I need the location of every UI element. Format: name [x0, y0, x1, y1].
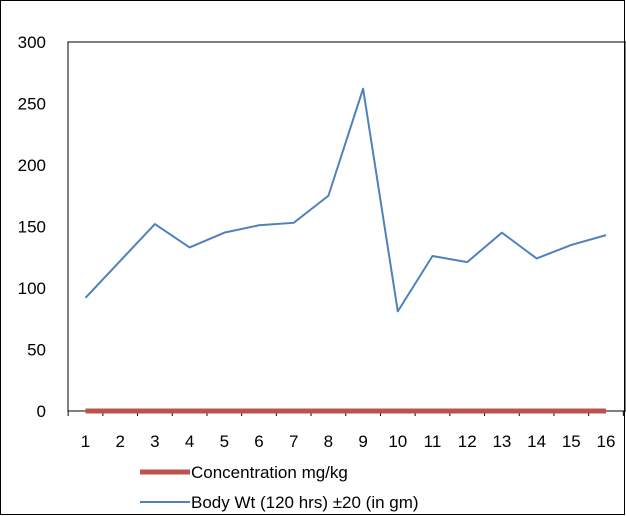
- x-tick-label: 9: [358, 432, 367, 451]
- x-tick-label: 4: [185, 432, 194, 451]
- x-tick-label: 14: [527, 432, 546, 451]
- x-tick-label: 15: [562, 432, 581, 451]
- x-tick-label: 7: [289, 432, 298, 451]
- legend: Concentration mg/kg Body Wt (120 hrs) ±20…: [140, 463, 419, 512]
- y-axis: 0 50 100 150 200 250 300: [18, 33, 46, 421]
- x-tick-label: 2: [115, 432, 124, 451]
- x-tick-label: 12: [458, 432, 477, 451]
- x-tick-label: 11: [424, 432, 442, 451]
- y-tick-label: 50: [27, 341, 46, 360]
- series-group: [84, 87, 607, 414]
- y-tick-label: 200: [18, 156, 46, 175]
- x-axis: 1 2 3 4 5 6 7 8 9 10 11 12 13 14 15 16: [67, 410, 626, 451]
- y-tick-label: 0: [37, 402, 46, 421]
- x-tick-label: 8: [324, 432, 333, 451]
- series-line-body-weight: [84, 87, 607, 313]
- y-tick-label: 100: [18, 279, 46, 298]
- legend-label: Body Wt (120 hrs) ±20 (in gm): [191, 493, 419, 512]
- x-tick-label: 1: [81, 432, 90, 451]
- x-tick-label: 5: [220, 432, 229, 451]
- y-tick-label: 250: [18, 95, 46, 114]
- x-tick-label: 16: [597, 432, 616, 451]
- y-tick-label: 300: [18, 33, 46, 52]
- y-tick-label: 150: [18, 218, 46, 237]
- x-tick-label: 10: [388, 432, 407, 451]
- legend-label: Concentration mg/kg: [191, 463, 348, 482]
- x-tick-label: 13: [492, 432, 511, 451]
- x-tick-label: 6: [254, 432, 263, 451]
- x-tick-label: 3: [150, 432, 159, 451]
